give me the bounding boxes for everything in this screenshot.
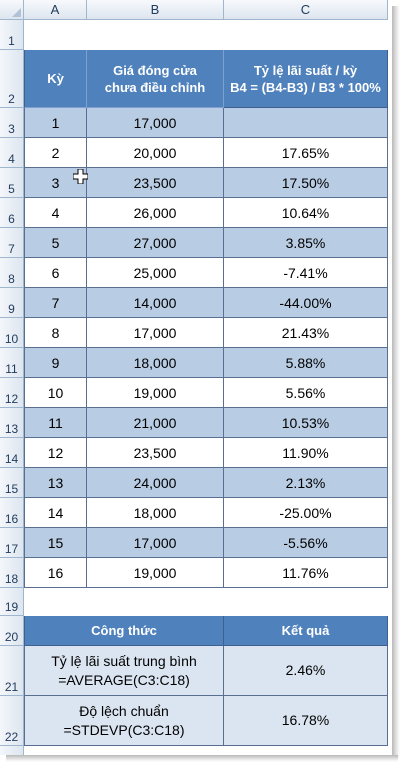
row-header-4[interactable]: 4 — [0, 138, 24, 168]
cell-price[interactable]: 23,500 — [87, 438, 224, 468]
row-header-14[interactable]: 14 — [0, 438, 24, 468]
cell-price[interactable]: 17,000 — [87, 528, 224, 558]
row-header-18[interactable]: 18 — [0, 558, 24, 588]
cell-rate[interactable]: 5.56% — [224, 378, 388, 408]
cell-period[interactable]: 11 — [24, 408, 87, 438]
cell-rate[interactable]: 10.53% — [224, 408, 388, 438]
empty-row-1[interactable] — [24, 20, 388, 50]
cell-period[interactable]: 9 — [24, 348, 87, 378]
cell-period[interactable]: 12 — [24, 438, 87, 468]
header-rate-line1: Tỷ lệ lãi suất / kỳ — [253, 62, 358, 78]
cell-rate[interactable]: 10.64% — [224, 198, 388, 228]
summary-header-result[interactable]: Kết quả — [224, 616, 388, 646]
sheet-shadow-bottom — [6, 755, 398, 762]
sheet-shadow-right — [392, 6, 400, 758]
cell-rate[interactable]: 17.50% — [224, 168, 388, 198]
cell-price[interactable]: 19,000 — [87, 378, 224, 408]
cell-rate[interactable]: -44.00% — [224, 288, 388, 318]
summary-result-stdev[interactable]: 16.78% — [224, 696, 388, 746]
cell-period[interactable]: 15 — [24, 528, 87, 558]
row-header-2[interactable]: 2 — [0, 50, 24, 108]
cell-price[interactable]: 14,000 — [87, 288, 224, 318]
row-header-6[interactable]: 6 — [0, 198, 24, 228]
cell-period[interactable]: 14 — [24, 498, 87, 528]
cell-rate[interactable]: 11.90% — [224, 438, 388, 468]
row-header-12[interactable]: 12 — [0, 378, 24, 408]
cell-price[interactable]: 23,500 — [87, 168, 224, 198]
cell-price[interactable]: 18,000 — [87, 498, 224, 528]
cell-price[interactable]: 17,000 — [87, 108, 224, 138]
select-all-icon — [12, 8, 21, 17]
row-header-9[interactable]: 9 — [0, 288, 24, 318]
cell-period[interactable]: 16 — [24, 558, 87, 588]
cell-price[interactable]: 26,000 — [87, 198, 224, 228]
row-header-19[interactable]: 19 — [0, 588, 24, 616]
cell-period[interactable]: 2 — [24, 138, 87, 168]
cell-rate[interactable]: -25.00% — [224, 498, 388, 528]
cell-rate[interactable]: 5.88% — [224, 348, 388, 378]
empty-row-19[interactable] — [24, 588, 388, 616]
header-rate-line2: B4 = (B4-B3) / B3 * 100% — [230, 79, 381, 95]
column-header-c[interactable]: C — [224, 0, 388, 20]
cell-rate[interactable]: -5.56% — [224, 528, 388, 558]
cell-period[interactable]: 5 — [24, 228, 87, 258]
row-header-23 — [0, 746, 24, 755]
row-header-5[interactable]: 5 — [0, 168, 24, 198]
cell-period[interactable]: 13 — [24, 468, 87, 498]
summary-formula-stdev[interactable]: Độ lệch chuẩn =STDEVP(C3:C18) — [24, 696, 224, 746]
cell-rate[interactable]: -7.41% — [224, 258, 388, 288]
cell-period[interactable]: 4 — [24, 198, 87, 228]
cell-select-cross-icon — [73, 169, 88, 184]
row-header-17[interactable]: 17 — [0, 528, 24, 558]
cell-rate[interactable]: 21.43% — [224, 318, 388, 348]
row-header-22[interactable]: 22 — [0, 696, 24, 746]
summary-formula-average-label: Tỷ lệ lãi suất trung bình — [51, 652, 197, 669]
row-header-3[interactable]: 3 — [0, 108, 24, 138]
cell-price[interactable]: 17,000 — [87, 318, 224, 348]
cell-period[interactable]: 7 — [24, 288, 87, 318]
cell-period[interactable]: 8 — [24, 318, 87, 348]
column-header-a[interactable]: A — [24, 0, 87, 20]
row-header-21[interactable]: 21 — [0, 646, 24, 696]
cell-rate[interactable]: 17.65% — [224, 138, 388, 168]
cell-price[interactable]: 20,000 — [87, 138, 224, 168]
row-header-20[interactable]: 20 — [0, 616, 24, 646]
row-header-7[interactable]: 7 — [0, 228, 24, 258]
cell-price[interactable]: 21,000 — [87, 408, 224, 438]
row-header-1[interactable]: 1 — [0, 20, 24, 50]
row-header-16[interactable]: 16 — [0, 498, 24, 528]
header-period[interactable]: Kỳ — [24, 50, 87, 108]
cell-rate[interactable]: 11.76% — [224, 558, 388, 588]
cell-price[interactable]: 24,000 — [87, 468, 224, 498]
header-rate[interactable]: Tỷ lệ lãi suất / kỳ B4 = (B4-B3) / B3 * … — [224, 50, 388, 108]
cell-period[interactable]: 3 — [24, 168, 87, 198]
cell-period[interactable]: 1 — [24, 108, 87, 138]
cell-rate[interactable]: 3.85% — [224, 228, 388, 258]
summary-formula-stdev-label: Độ lệch chuẩn — [79, 702, 169, 719]
row-header-8[interactable]: 8 — [0, 258, 24, 288]
row-header-11[interactable]: 11 — [0, 348, 24, 378]
cell-period[interactable]: 10 — [24, 378, 87, 408]
summary-header-formula[interactable]: Công thức — [24, 616, 224, 646]
cell-rate[interactable] — [224, 108, 388, 138]
summary-formula-average[interactable]: Tỷ lệ lãi suất trung bình =AVERAGE(C3:C1… — [24, 646, 224, 696]
summary-formula-stdev-expr: =STDEVP(C3:C18) — [63, 721, 185, 738]
row-header-10[interactable]: 10 — [0, 318, 24, 348]
cell-price[interactable]: 19,000 — [87, 558, 224, 588]
select-all-corner[interactable] — [0, 0, 24, 20]
summary-result-average[interactable]: 2.46% — [224, 646, 388, 696]
row-header-13[interactable]: 13 — [0, 408, 24, 438]
cell-period[interactable]: 6 — [24, 258, 87, 288]
cell-price[interactable]: 25,000 — [87, 258, 224, 288]
header-price[interactable]: Giá đóng cửa chưa điều chỉnh — [87, 50, 224, 108]
row-header-15[interactable]: 15 — [0, 468, 24, 498]
cell-rate[interactable]: 2.13% — [224, 468, 388, 498]
column-header-b[interactable]: B — [87, 0, 224, 20]
cell-price[interactable]: 27,000 — [87, 228, 224, 258]
summary-formula-average-expr: =AVERAGE(C3:C18) — [58, 671, 190, 688]
spreadsheet: A B C 1 2 3 4 5 6 7 8 9 10 11 12 13 14 1… — [0, 0, 388, 755]
cell-price[interactable]: 18,000 — [87, 348, 224, 378]
